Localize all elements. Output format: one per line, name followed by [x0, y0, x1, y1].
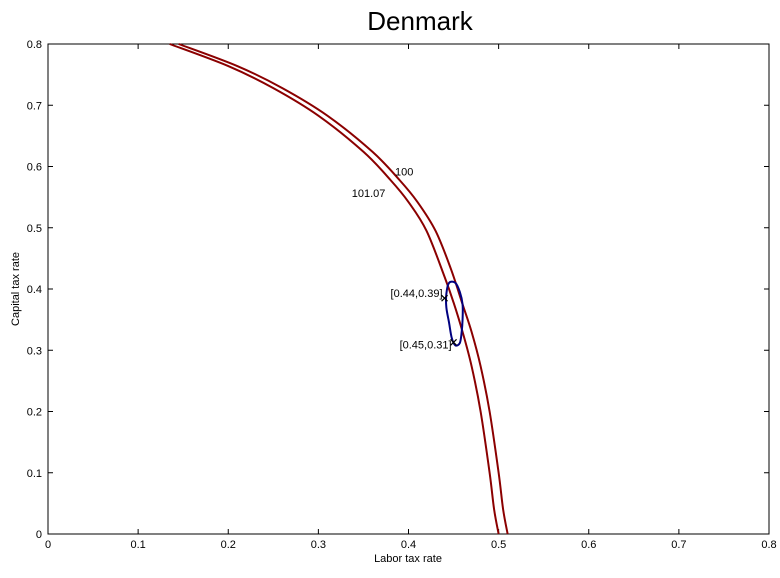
- x-tick-label: 0.4: [401, 539, 416, 551]
- series-line-3: [445, 280, 464, 347]
- x-tick-label: 0.3: [311, 539, 326, 551]
- point-marker: [441, 294, 448, 302]
- y-tick-label: 0.5: [27, 223, 42, 235]
- x-tick-label: 0.1: [130, 539, 145, 551]
- series-line-2: [178, 43, 509, 535]
- series-layer: [169, 43, 509, 535]
- y-tick-label: 0.4: [27, 284, 42, 296]
- y-tick-label: 0.6: [27, 162, 42, 174]
- x-tick-label: 0: [45, 539, 51, 551]
- series-line-1: [169, 43, 500, 535]
- y-tick-label: 0: [36, 529, 42, 541]
- x-tick-label: 0.2: [221, 539, 236, 551]
- y-tick-label: 0.2: [27, 407, 42, 419]
- y-tick-label: 0.3: [27, 345, 42, 357]
- x-axis-label: Labor tax rate: [374, 553, 442, 565]
- y-tick-label: 0.7: [27, 100, 42, 112]
- y-tick-label: 0.1: [27, 468, 42, 480]
- x-tick-label: 0.6: [581, 539, 596, 551]
- marker-layer: [0.44,0.39] [0.45,0.31] 100 101.07: [352, 167, 457, 351]
- point-label: [0.45,0.31]: [400, 339, 452, 351]
- point-label: [0.44,0.39]: [391, 288, 443, 300]
- contour-label: 101.07: [352, 188, 386, 200]
- x-tick-label: 0.5: [491, 539, 506, 551]
- y-tick-label: 0.8: [27, 39, 42, 51]
- x-tick-label: 0.7: [671, 539, 686, 551]
- x-tick-label: 0.8: [761, 539, 776, 551]
- contour-label: 100: [395, 167, 413, 179]
- chart-title: Denmark: [367, 6, 473, 36]
- point-marker: [450, 338, 457, 346]
- y-axis-label: Capital tax rate: [10, 252, 22, 326]
- ticks: 0 0.1 0.2 0.3 0.4 0.5 0.6 0.7 0.8 0 0.1 0.2 0.3 0.4 0.…: [27, 39, 777, 551]
